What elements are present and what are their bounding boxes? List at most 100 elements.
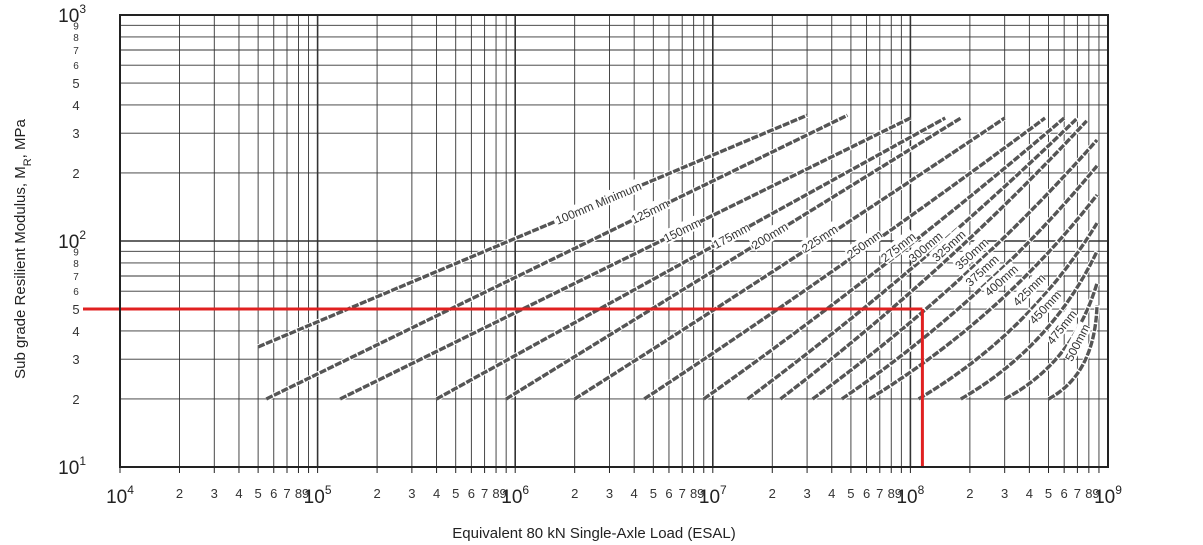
curve-475mm <box>1003 282 1099 401</box>
curve-label-bg <box>660 214 703 245</box>
x-tick-label: 2 <box>966 486 973 501</box>
y-tick-label: 3 <box>72 352 79 367</box>
curve-125mm <box>265 113 849 401</box>
y-axis-title-subscript: R <box>22 158 34 166</box>
y-tick-label: 3 <box>72 126 79 141</box>
x-tick-label: 9 <box>500 486 507 501</box>
y-axis-title: Sub grade Resilient Modulus, MR, MPa <box>12 118 34 378</box>
x-tick-label: 3 <box>408 486 415 501</box>
curve-175mm <box>435 116 947 401</box>
curve-label-bg <box>981 261 1021 299</box>
curve-label-bg <box>1043 306 1080 347</box>
x-tick-label: 9 <box>697 486 704 501</box>
x-tick-label: 8 <box>1085 486 1092 501</box>
x-tick-label: 5 <box>254 486 261 501</box>
curve-label: 175mm <box>711 220 753 252</box>
y-tick-label: 6 <box>73 287 79 298</box>
x-tick-label: 3 <box>1001 486 1008 501</box>
curve-300mm <box>746 116 1079 401</box>
x-tick-label: 105 <box>304 483 332 508</box>
curve-label-bg <box>798 221 840 255</box>
curve-label-bg <box>748 218 791 252</box>
curve-150mm <box>339 116 912 401</box>
curve-label-bg <box>905 228 945 265</box>
y-tick-label: 8 <box>73 33 79 44</box>
y-tick-label: 101 <box>58 454 86 479</box>
curve-label-bg <box>551 177 645 228</box>
curve-400mm <box>868 193 1099 401</box>
y-tick-label: 4 <box>72 324 79 339</box>
y-axis-title-main: Sub grade Resilient Modulus, M <box>12 166 29 379</box>
curve-label-bg <box>1009 270 1048 309</box>
x-tick-label: 9 <box>302 486 309 501</box>
y-tick-label: 9 <box>73 247 79 258</box>
curve-200mm <box>505 116 962 401</box>
curve-halo <box>959 250 1100 402</box>
curve-label-bg <box>928 226 968 264</box>
curve-label-bg <box>962 251 1002 289</box>
curve-label-group: 175mm <box>710 219 753 252</box>
curve-325mm <box>779 119 1088 401</box>
y-tick-label: 7 <box>73 46 79 57</box>
curve-label-bg <box>628 195 671 226</box>
x-tick-label: 8 <box>492 486 499 501</box>
x-tick-label: 4 <box>828 486 835 501</box>
y-tick-label: 103 <box>58 2 86 27</box>
y-tick-label: 5 <box>72 302 79 317</box>
curve-label-bg <box>843 226 885 261</box>
curve-250mm <box>643 116 1047 401</box>
x-tick-label: 2 <box>373 486 380 501</box>
y-tick-label: 8 <box>73 259 79 270</box>
curve-label-bg <box>951 234 991 272</box>
x-tick-label: 2 <box>176 486 183 501</box>
curve-label-bg <box>1025 287 1064 327</box>
x-tick-label: 3 <box>606 486 613 501</box>
y-tick-label: 2 <box>72 392 79 407</box>
curve-label-group: 125mm <box>628 195 671 227</box>
curve-225mm <box>573 116 1006 401</box>
x-tick-label: 6 <box>863 486 870 501</box>
x-tick-label: 8 <box>888 486 895 501</box>
plot-frame <box>119 14 1109 468</box>
x-tick-label: 4 <box>433 486 440 501</box>
y-tick-label: 7 <box>73 272 79 283</box>
x-tick-label: 8 <box>295 486 302 501</box>
y-axis-title-unit: , MPa <box>12 118 29 158</box>
x-tick-label: 5 <box>452 486 459 501</box>
x-tick-label: 7 <box>876 486 883 501</box>
x-tick-label: 7 <box>679 486 686 501</box>
curve-label: 225mm <box>799 222 840 256</box>
x-tick-label: 7 <box>481 486 488 501</box>
x-tick-label: 6 <box>270 486 277 501</box>
y-tick-label: 5 <box>72 76 79 91</box>
curve-label-group: 225mm <box>798 221 840 256</box>
reference-lines <box>83 307 924 467</box>
curve-425mm <box>917 222 1099 401</box>
curve-375mm <box>840 164 1099 401</box>
x-tick-label: 104 <box>106 483 134 508</box>
curve-500mm <box>1047 305 1099 401</box>
y-tick-label: 9 <box>73 21 79 32</box>
x-tick-label: 4 <box>631 486 638 501</box>
curve-350mm <box>811 138 1099 401</box>
x-tick-label: 5 <box>650 486 657 501</box>
y-tick-label: 2 <box>72 166 79 181</box>
x-tick-label: 9 <box>1092 486 1099 501</box>
x-tick-label: 109 <box>1094 483 1122 508</box>
x-tick-label: 6 <box>468 486 475 501</box>
x-tick-label: 3 <box>803 486 810 501</box>
y-tick-label: 6 <box>73 61 79 72</box>
curve-label-bg <box>710 219 752 251</box>
curve-label-bg <box>1061 321 1093 364</box>
x-tick-label: 7 <box>283 486 290 501</box>
x-tick-label: 5 <box>847 486 854 501</box>
x-tick-label: 6 <box>1061 486 1068 501</box>
x-tick-label: 106 <box>501 483 529 508</box>
x-tick-label: 107 <box>699 483 727 508</box>
x-tick-label: 9 <box>895 486 902 501</box>
y-tick-label: 102 <box>58 228 86 253</box>
x-tick-label: 8 <box>690 486 697 501</box>
